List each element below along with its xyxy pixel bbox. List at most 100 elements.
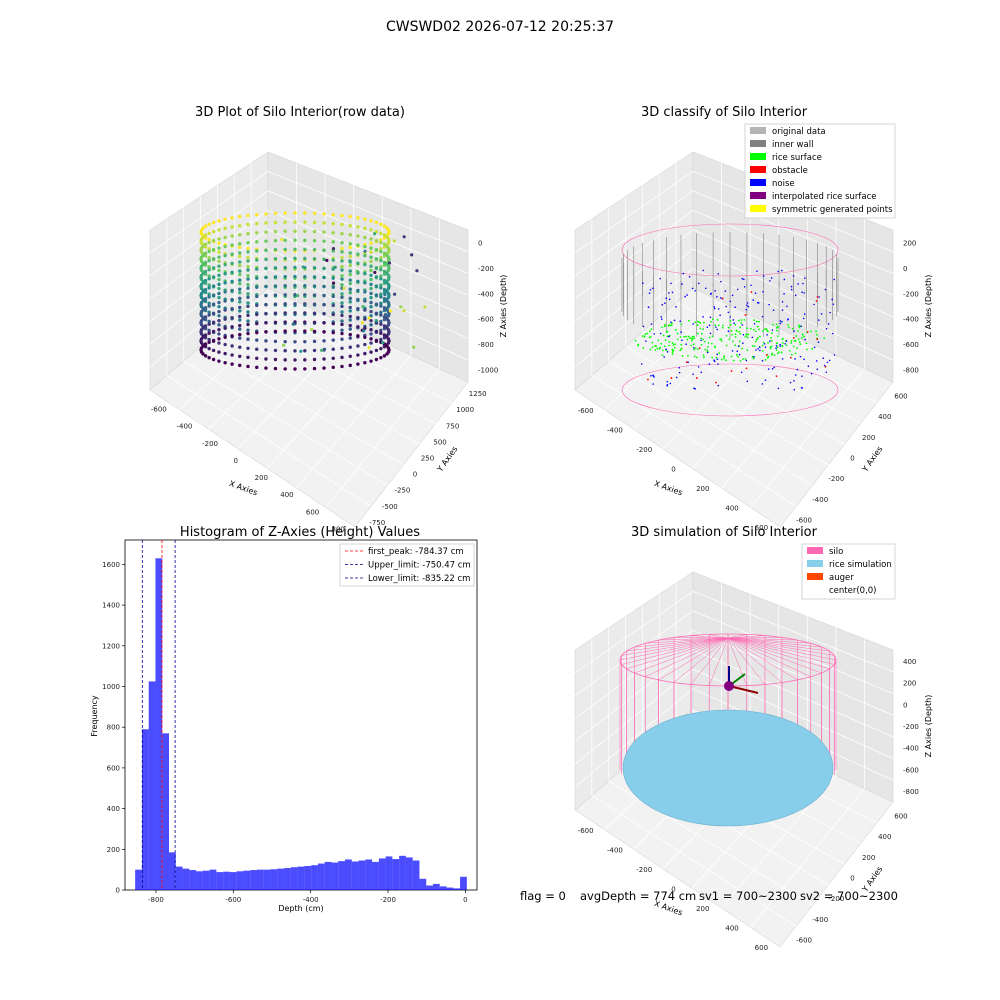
noise-point — [781, 269, 783, 272]
noise-point — [685, 343, 687, 346]
raw-point — [238, 354, 242, 358]
noise-point — [775, 344, 778, 347]
raw-point — [203, 306, 208, 310]
rice-surface-point — [715, 356, 718, 359]
rice-surface-point — [781, 338, 784, 341]
raw-point — [348, 281, 352, 286]
raw-point — [374, 257, 379, 261]
raw-point — [207, 295, 211, 299]
raw-point — [340, 319, 344, 323]
grid-line — [234, 316, 436, 424]
rice-surface-point — [752, 328, 755, 331]
raw-point — [363, 317, 367, 321]
noise-point — [751, 336, 754, 339]
rice-surface-point — [716, 318, 719, 321]
raw-point — [293, 358, 297, 362]
raw-point — [303, 329, 307, 333]
raw-point — [331, 321, 335, 326]
rice-surface-point — [720, 338, 723, 341]
x-tick-label: 400 — [725, 505, 738, 513]
rice-surface-point — [707, 342, 710, 344]
raw-point — [201, 344, 205, 348]
obstacle-point — [745, 367, 748, 370]
z-axis-label: Z Axies (Depth) — [924, 275, 933, 338]
rice-surface-point — [793, 340, 796, 343]
rice-surface-point — [671, 353, 674, 355]
grid-line — [642, 331, 845, 445]
raw-point — [246, 313, 250, 318]
rice-surface-point — [708, 336, 711, 339]
rice-surface-point — [776, 335, 779, 338]
raw-point — [348, 332, 352, 337]
rice-surface-point — [666, 335, 669, 338]
noise-point — [759, 349, 761, 352]
raw-point — [264, 221, 268, 225]
rice-surface-point — [687, 335, 690, 338]
noise-point — [761, 360, 764, 362]
histogram-bar — [270, 869, 278, 890]
raw-point — [223, 272, 227, 276]
raw-point — [217, 241, 221, 245]
raw-point — [382, 324, 387, 328]
rice-surface-point — [662, 334, 665, 337]
silo-roof-line — [626, 637, 729, 670]
noise-point — [803, 313, 806, 315]
raw-point — [331, 294, 335, 299]
raw-point — [238, 233, 242, 237]
rice-surface-point — [790, 342, 793, 344]
noise-point — [708, 363, 711, 365]
noise-point — [724, 290, 727, 292]
raw-point — [369, 300, 373, 305]
raw-point — [340, 273, 344, 278]
raw-point — [203, 224, 208, 228]
x-tick-label: 600 — [755, 944, 768, 952]
raw-point — [246, 355, 250, 360]
rice-surface-point — [700, 332, 703, 335]
raw-point — [374, 302, 379, 306]
rice-surface-point — [773, 354, 776, 357]
raw-point — [211, 338, 216, 343]
raw-point — [331, 303, 335, 308]
z-tick-label: -600 — [478, 316, 494, 324]
rice-surface-point — [694, 321, 697, 324]
raw-point — [369, 219, 373, 223]
rice-surface-point — [739, 326, 742, 329]
rice-surface-point — [692, 335, 695, 338]
y-tick-label: -600 — [796, 937, 812, 945]
rice-surface-point — [718, 352, 721, 355]
raw-point — [293, 247, 297, 252]
obstacle-point — [685, 361, 688, 364]
rice-surface-point — [660, 342, 663, 345]
legend-swatch — [807, 547, 823, 554]
raw-point — [331, 276, 335, 280]
rice-surface-point — [671, 348, 674, 351]
grid-line — [574, 668, 894, 765]
y-tick-label: 1250 — [469, 390, 487, 398]
legend-label: center(0,0) — [829, 586, 877, 596]
raw-point — [331, 281, 336, 285]
raw-point — [293, 329, 297, 333]
noise-point — [826, 361, 829, 364]
raw-point — [246, 259, 250, 263]
raw-point — [264, 302, 268, 307]
raw-point — [273, 229, 278, 234]
silo-roof-line — [709, 634, 729, 639]
raw-point — [207, 247, 211, 251]
raw-point — [255, 285, 259, 289]
raw-point — [293, 311, 297, 315]
rice-surface-point — [656, 347, 659, 350]
rice-surface-point — [659, 346, 662, 349]
raw-point — [207, 286, 211, 290]
raw-point — [238, 263, 242, 268]
rice-surface-point — [651, 341, 654, 344]
raw-point — [374, 319, 378, 323]
x-tick-label: -200 — [380, 896, 396, 904]
raw-point — [348, 318, 352, 322]
raw-point — [340, 222, 344, 227]
raw-point — [322, 275, 326, 280]
raw-point — [238, 296, 242, 301]
noise-point — [741, 324, 744, 326]
raw-point — [303, 274, 307, 279]
raw-point — [264, 266, 268, 271]
raw-point — [363, 299, 367, 303]
